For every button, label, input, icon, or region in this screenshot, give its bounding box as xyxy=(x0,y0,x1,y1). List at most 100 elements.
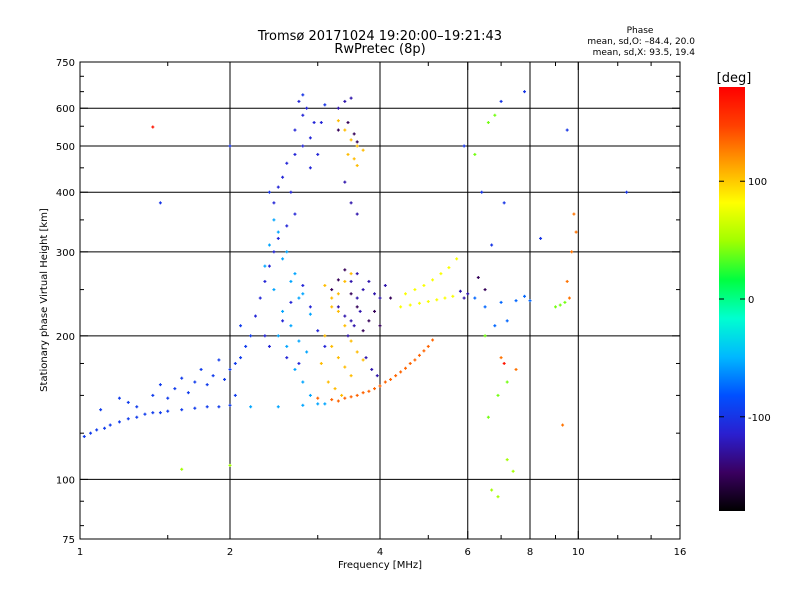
data-point xyxy=(308,393,312,397)
data-point xyxy=(523,90,527,94)
data-point xyxy=(505,319,509,323)
data-point xyxy=(126,417,130,421)
data-point xyxy=(336,128,340,132)
data-point xyxy=(249,405,253,409)
data-point xyxy=(301,283,305,287)
data-point xyxy=(89,431,93,435)
data-point xyxy=(323,402,327,406)
data-point xyxy=(293,367,297,371)
data-point xyxy=(126,400,130,404)
data-point xyxy=(349,292,353,296)
data-point xyxy=(563,300,567,304)
x-tick-label: 10 xyxy=(572,547,585,558)
data-point xyxy=(323,283,327,287)
data-point xyxy=(355,393,359,397)
y-tick-label: 750 xyxy=(56,58,75,69)
data-point xyxy=(496,393,500,397)
data-point xyxy=(349,395,353,399)
data-point xyxy=(451,294,455,298)
y-tick-label: 75 xyxy=(62,535,75,546)
data-point xyxy=(305,350,309,354)
data-point xyxy=(349,339,353,343)
data-point xyxy=(447,266,451,270)
data-point xyxy=(399,370,403,374)
data-point xyxy=(408,361,412,365)
data-point xyxy=(285,344,289,348)
data-point xyxy=(323,103,327,107)
data-point xyxy=(505,380,509,384)
data-point xyxy=(217,405,221,409)
data-point xyxy=(297,339,301,343)
data-point xyxy=(285,250,289,254)
data-point xyxy=(151,393,155,397)
data-point xyxy=(199,367,203,371)
data-point xyxy=(272,288,276,292)
data-point xyxy=(223,377,227,381)
x-axis-label: Frequency [MHz] xyxy=(338,560,422,571)
data-point xyxy=(486,415,490,419)
data-point xyxy=(330,305,334,309)
x-tick-label: 16 xyxy=(674,547,687,558)
data-point xyxy=(326,380,330,384)
data-point xyxy=(301,113,305,117)
x-tick-label: 8 xyxy=(527,547,533,558)
data-point xyxy=(373,292,377,296)
data-point xyxy=(267,344,271,348)
data-point xyxy=(431,338,435,342)
data-point xyxy=(276,334,280,338)
data-point xyxy=(431,278,435,282)
data-point xyxy=(570,250,574,254)
data-point xyxy=(352,324,356,328)
data-point xyxy=(272,201,276,205)
data-point xyxy=(426,344,430,348)
data-point xyxy=(233,361,237,365)
data-point xyxy=(346,121,350,125)
data-point xyxy=(263,334,267,338)
data-point xyxy=(180,376,184,380)
data-point xyxy=(364,356,368,360)
data-point xyxy=(151,125,155,129)
y-tick-label: 100 xyxy=(56,475,75,486)
data-point xyxy=(99,408,103,412)
data-point xyxy=(361,391,365,395)
data-point xyxy=(289,190,293,194)
data-point xyxy=(462,296,466,300)
scatter-points xyxy=(82,90,629,499)
y-tick-label: 400 xyxy=(56,188,75,199)
data-point xyxy=(158,201,162,205)
data-point xyxy=(276,236,280,240)
data-point xyxy=(483,334,487,338)
colorbar-ticks: 100 0 -100 xyxy=(719,177,771,424)
data-point xyxy=(553,305,557,309)
data-point xyxy=(383,283,387,287)
data-point xyxy=(346,334,350,338)
data-point xyxy=(301,93,305,97)
data-point xyxy=(361,358,365,362)
chart-title: Tromsø 20171024 19:20:00–19:21:43 xyxy=(257,29,502,44)
data-point xyxy=(490,243,494,247)
y-tick-label: 500 xyxy=(56,142,75,153)
data-point xyxy=(343,128,347,132)
data-point xyxy=(505,458,509,462)
data-point xyxy=(389,377,393,381)
chart-subtitle: RwPretec (8p) xyxy=(334,42,425,57)
data-point xyxy=(367,389,371,393)
x-tick-label: 1 xyxy=(77,547,83,558)
data-point xyxy=(349,96,353,100)
data-point xyxy=(293,272,297,276)
data-point xyxy=(272,250,276,254)
data-point xyxy=(346,152,350,156)
data-point xyxy=(355,296,359,300)
data-point xyxy=(297,99,301,103)
data-point xyxy=(373,309,377,313)
data-point xyxy=(158,411,162,415)
data-point xyxy=(297,361,301,365)
data-point xyxy=(343,99,347,103)
data-point xyxy=(281,175,285,179)
data-point xyxy=(355,305,359,309)
data-point xyxy=(625,190,629,194)
data-point xyxy=(343,279,347,283)
data-point xyxy=(228,367,232,371)
data-point xyxy=(370,367,374,371)
data-point xyxy=(375,374,379,378)
